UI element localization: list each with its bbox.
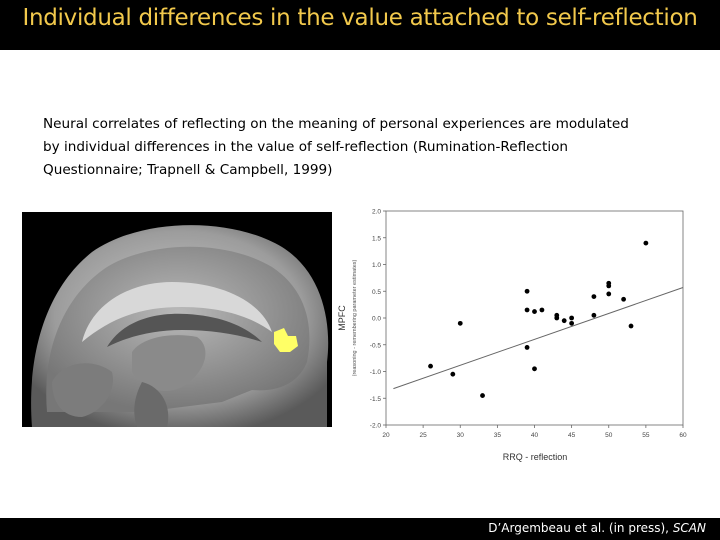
x-tick-label: 35 (494, 432, 502, 439)
x-tick-label: 55 (642, 432, 650, 439)
data-point (539, 307, 545, 313)
data-point (606, 283, 612, 289)
trend-line (393, 287, 684, 390)
y-tick-label: 0.5 (372, 289, 381, 296)
data-point (643, 240, 649, 246)
data-point (524, 345, 530, 350)
mri-ventricle (107, 313, 262, 347)
y-tick-label: -0.5 (370, 342, 382, 349)
x-tick-label: 40 (531, 432, 539, 439)
slide-title: Individual differences in the value atta… (22, 5, 698, 31)
y-tick-label: 0.0 (372, 316, 381, 323)
y-axis-label: MPFC (337, 305, 347, 331)
y-tick-label: -1.5 (370, 396, 382, 403)
data-point (457, 320, 463, 326)
y-tick-label: -2.0 (370, 423, 382, 430)
body-line-3: Questionnaire; Trapnell & Campbell, 1999… (43, 162, 333, 178)
brain-mri-image (22, 212, 332, 427)
data-point (569, 315, 575, 321)
y-tick-label: 2.0 (372, 209, 381, 216)
data-point (532, 366, 537, 372)
x-tick-label: 50 (605, 432, 613, 439)
chart-background (335, 200, 695, 470)
mri-cerebellum (52, 363, 113, 417)
scatter-chart: -2.0 -1.5 -1.0 -0.5 0.0 0.5 1.0 1.5 2.0 20 25 30 35… (335, 200, 695, 470)
data-point (524, 307, 530, 313)
data-point (428, 363, 433, 369)
y-tick-label: 1.0 (372, 262, 381, 269)
x-tick-label: 60 (679, 432, 687, 439)
data-point (532, 309, 537, 314)
data-point (554, 315, 560, 321)
mri-thalamus (132, 335, 206, 392)
body-line-2: by individual differences in the value o… (43, 139, 569, 155)
citation-journal: SCAN (672, 521, 706, 535)
body-line-1: Neural correlates of reflecting on the m… (43, 116, 629, 132)
mri-corpus-callosum (82, 282, 272, 342)
y-tick-label: -1.0 (370, 369, 382, 376)
x-tick-label: 25 (420, 432, 428, 439)
citation: D’Argembeau et al. (in press), SCAN (488, 521, 706, 535)
body-paragraph: Neural correlates of reflecting on the m… (43, 113, 683, 182)
data-point (628, 323, 634, 329)
data-point (480, 393, 485, 398)
data-point (561, 318, 567, 324)
y-tick-label: 1.5 (372, 235, 381, 242)
data-point (450, 371, 456, 377)
data-point (569, 320, 575, 326)
mpfc-activation-blob (274, 328, 298, 352)
data-point (591, 294, 597, 299)
x-axis-label: RRQ - reflection (503, 452, 568, 462)
citation-authors: D’Argembeau et al. (in press), (488, 521, 673, 535)
x-tick-label: 20 (382, 432, 390, 439)
mri-brainstem (134, 382, 169, 427)
title-bar (0, 0, 720, 50)
data-point (621, 296, 626, 302)
y-axis-sublabel: (reasoning - remembering parameter estim… (352, 259, 358, 376)
data-point (591, 312, 597, 318)
x-tick-label: 30 (457, 432, 465, 439)
data-point (606, 291, 612, 297)
data-point (524, 288, 530, 294)
footer-bar (0, 518, 720, 540)
x-tick-label: 45 (568, 432, 576, 439)
